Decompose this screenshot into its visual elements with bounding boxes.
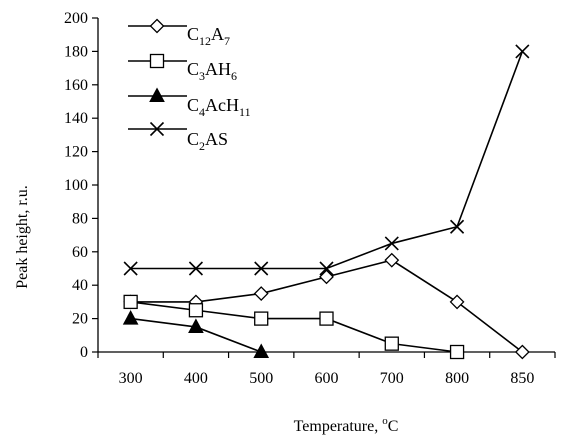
legend-marker-c12a7 bbox=[149, 18, 165, 34]
legend-marker-c4ach11 bbox=[149, 87, 165, 102]
x-tick-label: 600 bbox=[315, 370, 339, 387]
series-line-c3ah6 bbox=[130, 301, 458, 353]
x-tick-label: 800 bbox=[445, 370, 469, 387]
point-c2as bbox=[515, 44, 530, 59]
y-ticks: 0 20 40 60 80 100 120 140 160 180 200 bbox=[64, 10, 98, 361]
point-c2as bbox=[123, 261, 138, 276]
y-tick-label: 40 bbox=[72, 277, 88, 294]
y-tick-label: 60 bbox=[72, 244, 88, 261]
point-c4ach11 bbox=[253, 343, 270, 358]
x-tick-label: 700 bbox=[380, 370, 404, 387]
point-c3ah6 bbox=[188, 303, 204, 318]
y-tick-label: 180 bbox=[64, 43, 88, 60]
point-c2as bbox=[450, 219, 465, 234]
x-tick-label: 850 bbox=[510, 370, 534, 387]
y-tick-label: 120 bbox=[64, 144, 88, 161]
point-c4ach11 bbox=[122, 310, 139, 325]
y-tick-label: 140 bbox=[64, 110, 88, 127]
point-c4ach11 bbox=[188, 318, 204, 333]
point-c2as-stroke bbox=[450, 219, 465, 234]
point-c2as bbox=[384, 236, 399, 251]
x-tick-label: 400 bbox=[184, 370, 208, 387]
legend-label-c2as: C2AS bbox=[187, 129, 228, 153]
point-c2as-stroke bbox=[515, 44, 530, 59]
point-c2as-stroke bbox=[384, 236, 399, 251]
legend: C12A7 C3AH6 C4AcH11 C2AS bbox=[128, 18, 251, 153]
point-c12a7 bbox=[319, 269, 334, 285]
x-axis-title: Temperature, oC bbox=[294, 415, 399, 435]
point-c2as-stroke bbox=[254, 261, 269, 276]
point-c2as bbox=[319, 261, 334, 276]
point-c3ah6 bbox=[123, 294, 138, 310]
point-c12a7 bbox=[384, 252, 400, 268]
point-c2as-stroke bbox=[123, 261, 138, 276]
point-c12a7 bbox=[449, 294, 465, 310]
x-axis-title-unit: C bbox=[388, 418, 399, 435]
legend-marker-c3ah6 bbox=[149, 53, 165, 69]
point-c3ah6 bbox=[319, 311, 334, 326]
point-c12a7 bbox=[253, 286, 269, 301]
point-c3ah6 bbox=[254, 311, 269, 326]
y-axis-title: Peak height, r.u. bbox=[14, 185, 31, 289]
series-layer bbox=[122, 44, 530, 360]
x-tick-label: 500 bbox=[249, 370, 273, 387]
series-line-c2as bbox=[130, 51, 524, 270]
point-c2as-stroke bbox=[188, 261, 203, 276]
y-tick-label: 20 bbox=[72, 311, 88, 328]
x-tick-label: 300 bbox=[119, 370, 143, 387]
y-tick-label: 100 bbox=[64, 177, 88, 194]
point-c12a7 bbox=[514, 344, 530, 360]
legend-label-c12a7: C12A7 bbox=[187, 24, 230, 48]
point-c2as-stroke bbox=[319, 261, 334, 276]
y-tick-label: 160 bbox=[64, 77, 88, 94]
y-tick-label: 200 bbox=[64, 10, 88, 27]
x-axis-title-text: Temperature, bbox=[294, 418, 383, 435]
x-axis-title-degree: o bbox=[382, 415, 388, 427]
point-c2as bbox=[254, 261, 269, 276]
legend-marker-c2as-stroke bbox=[149, 121, 165, 137]
legend-marker-c2as bbox=[149, 121, 165, 137]
point-c3ah6 bbox=[384, 336, 399, 351]
x-ticks: 300 400 500 600 700 800 850 bbox=[97, 352, 556, 387]
point-c2as bbox=[188, 261, 203, 276]
legend-label-c4ach11: C4AcH11 bbox=[187, 95, 251, 119]
legend-label-c3ah6: C3AH6 bbox=[187, 59, 237, 83]
point-c3ah6 bbox=[449, 344, 465, 360]
y-tick-label: 80 bbox=[72, 210, 88, 227]
y-tick-label: 0 bbox=[80, 344, 88, 361]
